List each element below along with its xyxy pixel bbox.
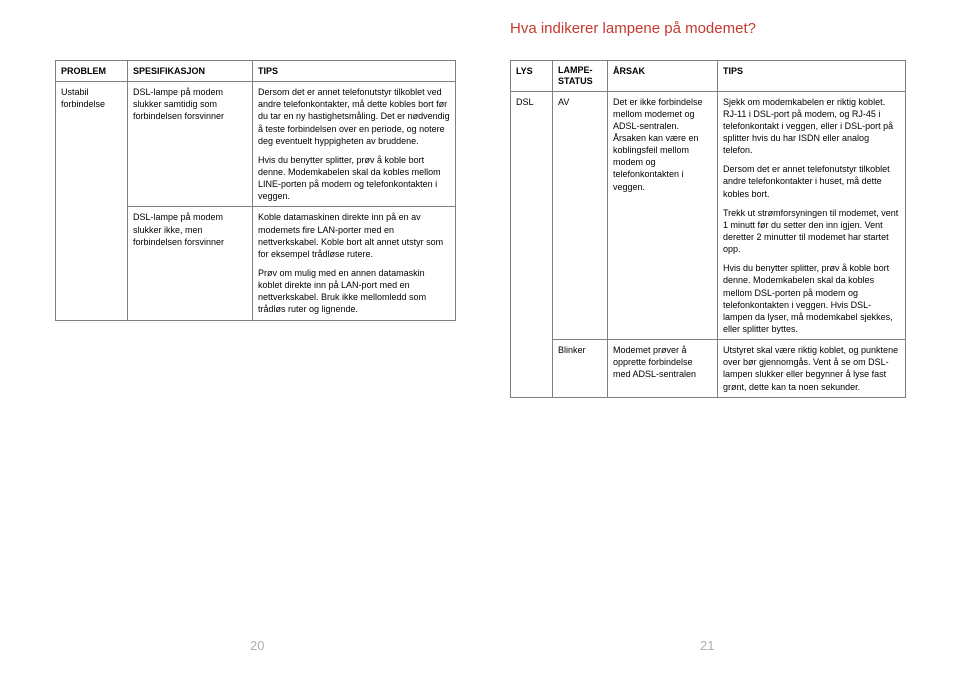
- th-lampe-status: LAMPE- STATUS: [553, 61, 608, 92]
- tips-para: Sjekk om modemkabelen er riktig koblet. …: [723, 96, 900, 157]
- tips-para: Trekk ut strømforsyningen til modemet, v…: [723, 207, 900, 256]
- th-tips: TIPS: [253, 61, 456, 82]
- cell-tips-r2: Utstyret skal være riktig koblet, og pun…: [718, 340, 906, 398]
- cell-arsak-2: Modemet prøver å opprette forbindelse me…: [608, 340, 718, 398]
- cell-status-2: Blinker: [553, 340, 608, 398]
- tips-para: Hvis du benytter splitter, prøv å koble …: [723, 262, 900, 335]
- problem-table: PROBLEM SPESIFIKASJON TIPS Ustabil forbi…: [55, 60, 456, 321]
- cell-status-1: AV: [553, 91, 608, 340]
- tips-para: Dersom det er annet telefon­utstyr tilko…: [258, 86, 450, 147]
- tips-para: Dersom det er annet telefonutstyr tilkob…: [723, 163, 900, 199]
- th-lampe-line2: STATUS: [558, 76, 593, 86]
- th-lys: LYS: [511, 61, 553, 92]
- th-tips: TIPS: [718, 61, 906, 92]
- cell-tips-1: Dersom det er annet telefon­utstyr tilko…: [253, 82, 456, 207]
- th-problem: PROBLEM: [56, 61, 128, 82]
- tips-para: Prøv om mulig med en annen datamaskin ko…: [258, 267, 450, 316]
- table-row: Blinker Modemet prøver å opprette forbin…: [511, 340, 906, 398]
- cell-spes-2: DSL-lampe på modem slukker ikke, men for…: [128, 207, 253, 320]
- cell-arsak-1: Det er ikke forbindelse mellom modemet o…: [608, 91, 718, 340]
- tips-para: Koble datamaskinen direkte inn på en av …: [258, 211, 450, 260]
- table-header-row: LYS LAMPE- STATUS ÅRSAK TIPS: [511, 61, 906, 92]
- cell-tips-r1: Sjekk om modemkabelen er riktig koblet. …: [718, 91, 906, 340]
- cell-tips-2: Koble datamaskinen direkte inn på en av …: [253, 207, 456, 320]
- th-spes: SPESIFIKASJON: [128, 61, 253, 82]
- cell-lys: DSL: [511, 91, 553, 397]
- th-lampe-line1: LAMPE-: [558, 65, 593, 75]
- page-title: Hva indikerer lampene på modemet?: [510, 20, 756, 37]
- tips-para: Utstyret skal være riktig koblet, og pun…: [723, 344, 900, 393]
- cell-problem: Ustabil forbindelse: [56, 82, 128, 320]
- cell-spes-1: DSL-lampe på modem slukker samtidig som …: [128, 82, 253, 207]
- tips-para: Hvis du benytter splitter, prøv å koble …: [258, 154, 450, 203]
- lamp-table: LYS LAMPE- STATUS ÅRSAK TIPS DSL AV Det …: [510, 60, 906, 398]
- th-arsak: ÅRSAK: [608, 61, 718, 92]
- page-number-left: 20: [250, 638, 264, 653]
- page-number-right: 21: [700, 638, 714, 653]
- table-header-row: PROBLEM SPESIFIKASJON TIPS: [56, 61, 456, 82]
- table-row: Ustabil forbindelse DSL-lampe på modem s…: [56, 82, 456, 207]
- table-row: DSL AV Det er ikke forbindelse mellom mo…: [511, 91, 906, 340]
